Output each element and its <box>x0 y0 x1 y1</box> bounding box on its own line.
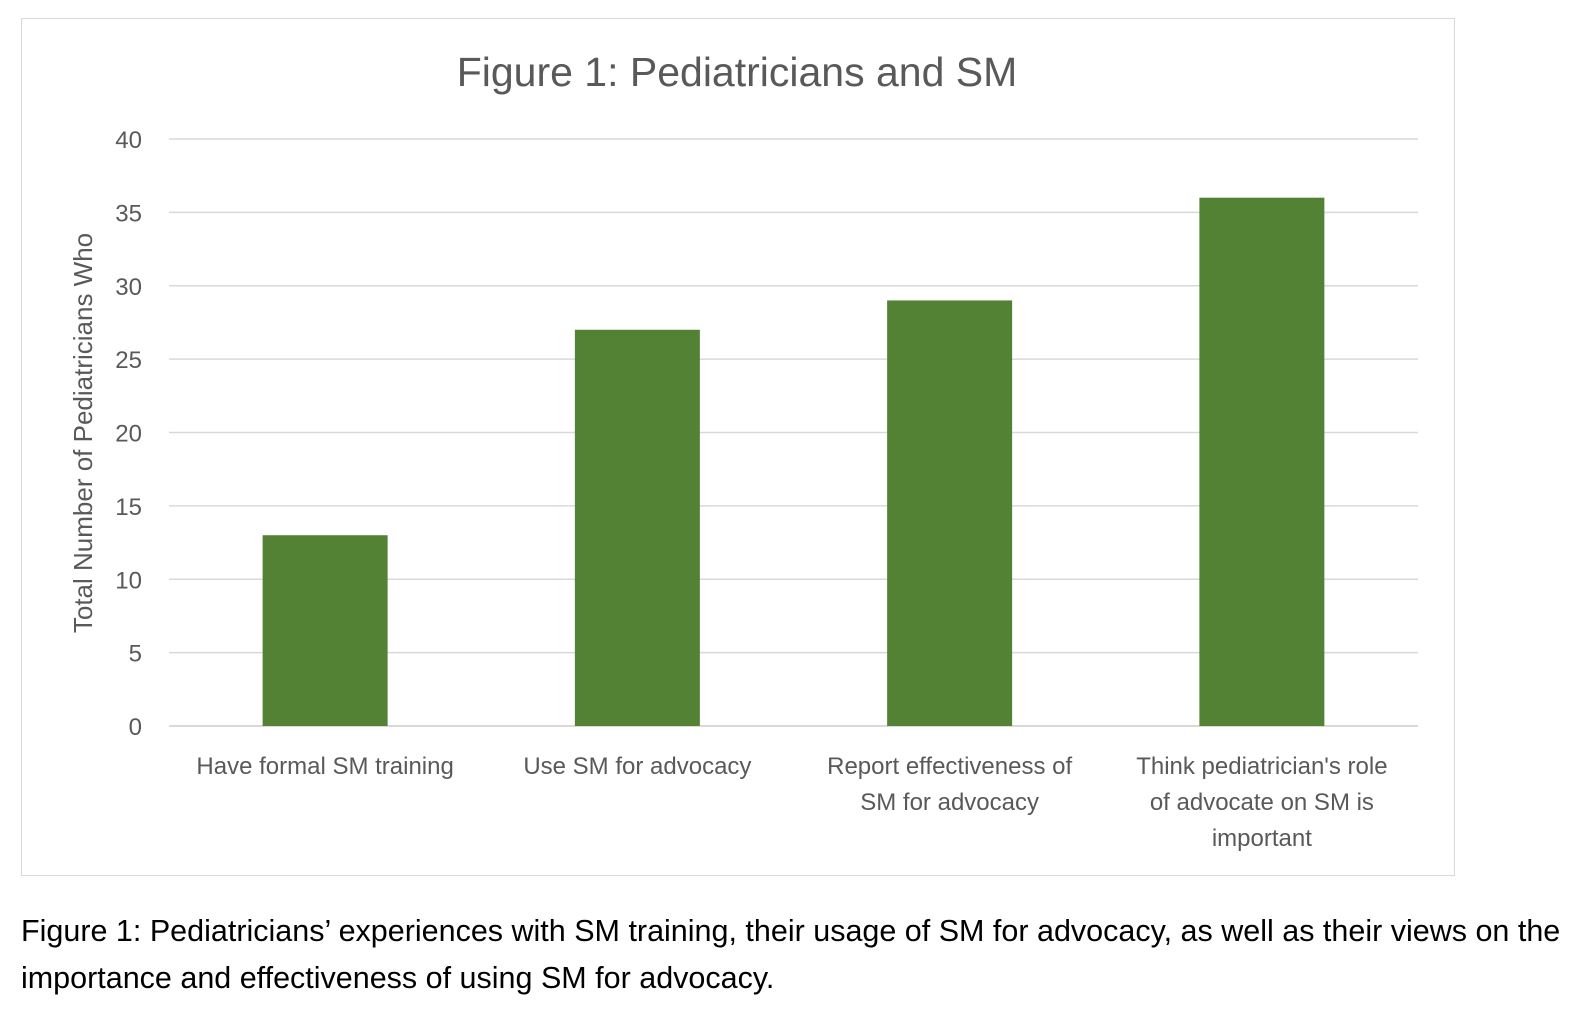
x-category-label: Report effectiveness of SM for advocacy <box>827 753 1072 816</box>
bar <box>1199 197 1325 726</box>
chart-title: Figure 1: Pediatricians and SM <box>457 49 1018 95</box>
x-category-label: Think pediatrician's role of advocate on … <box>1136 753 1387 852</box>
y-axis-label: Total Number of Pediatricians Who <box>68 233 98 633</box>
bar-chart: Figure 1: Pediatricians and SM Total Num… <box>68 49 1418 852</box>
y-tick-label: 5 <box>129 641 142 668</box>
x-category-labels: Have formal SM training Use SM for advoca… <box>196 753 1387 852</box>
y-tick-label: 30 <box>115 274 142 301</box>
y-tick-label: 20 <box>115 421 142 448</box>
figure-caption: Figure 1: Pediatricians’ experiences wit… <box>21 914 1561 995</box>
y-tick-label: 0 <box>129 714 142 741</box>
bar <box>887 300 1013 726</box>
bar <box>574 329 700 726</box>
y-tick-labels: 0 5 10 15 20 25 30 35 40 <box>115 127 142 741</box>
y-tick-label: 35 <box>115 200 142 227</box>
x-category-label: Use SM for advocacy <box>523 753 751 780</box>
y-tick-label: 15 <box>115 494 142 521</box>
y-tick-label: 10 <box>115 567 142 594</box>
bar <box>262 535 388 726</box>
y-tick-label: 25 <box>115 347 142 374</box>
y-tick-label: 40 <box>115 127 142 154</box>
x-category-label: Have formal SM training <box>196 753 453 780</box>
bars <box>262 197 1325 726</box>
